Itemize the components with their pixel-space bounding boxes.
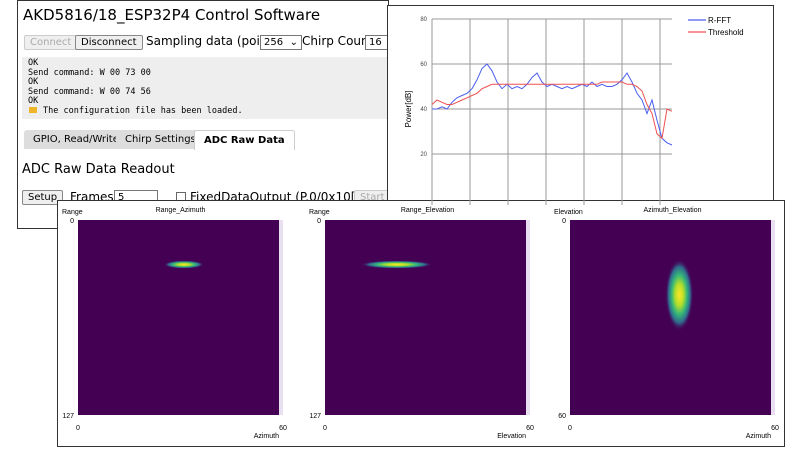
- dropdown-arrow: ⌄: [289, 37, 298, 48]
- x-axis-label: Azimuth: [254, 433, 279, 440]
- heatmap-edge: [526, 220, 530, 415]
- y-tick-label: 80: [420, 17, 427, 23]
- y-tick-label: 127: [309, 413, 321, 420]
- legend-label: R-FFT: [708, 16, 731, 25]
- log-line: Send command: W 00 74 56: [28, 86, 382, 98]
- y-axis-label: Power[dB]: [404, 91, 413, 128]
- hotspot: [360, 260, 433, 269]
- log-line: OK: [28, 77, 382, 88]
- sampling-value: 256: [264, 37, 284, 48]
- control-window: AKD5816/18_ESP32P4 Control Software Conn…: [17, 0, 389, 229]
- x-axis-label: Elevation: [497, 433, 526, 440]
- setup-button[interactable]: Setup: [22, 190, 64, 205]
- sampling-label: Sampling data (point):: [146, 34, 281, 48]
- log-text: OK: [28, 96, 39, 107]
- tab[interactable]: Chirp Settings: [116, 130, 205, 149]
- log-text: The configuration file has been loaded.: [43, 105, 243, 116]
- y-axis-label: Range: [309, 209, 330, 216]
- y-axis-label: Elevation: [554, 209, 583, 216]
- log-line: OK: [28, 97, 382, 107]
- hotspot: [163, 260, 204, 269]
- heatmap-background: [325, 220, 530, 415]
- folder-icon: [29, 106, 37, 113]
- x-tick-label: 0: [76, 425, 80, 432]
- disconnect-button[interactable]: Disconnect: [75, 35, 143, 50]
- y-tick-label: 0: [317, 218, 321, 225]
- log-text: Send command: W 00 74 56: [28, 86, 151, 97]
- log-area: OK Send command: W 00 73 00 OK Send command…: [22, 57, 388, 119]
- x-tick-label: 60: [771, 425, 779, 432]
- hotspot: [665, 258, 694, 331]
- window-title: AKD5816/18_ESP32P4 Control Software: [23, 6, 321, 24]
- heatmap-background: [78, 220, 283, 415]
- heatmap-title: Azimuth_Elevation: [644, 207, 702, 214]
- chirp-label: Chirp Count:: [302, 34, 378, 48]
- x-tick-label: 0: [323, 425, 327, 432]
- log-line: The configuration file has been loaded.: [28, 105, 382, 117]
- chirp-input[interactable]: 16: [365, 35, 388, 50]
- sampling-select[interactable]: 256 ⌄: [260, 35, 302, 50]
- x-tick-label: 60: [526, 425, 534, 432]
- log-text: OK: [28, 77, 39, 88]
- y-tick-label: 127: [62, 413, 74, 420]
- log-text: OK: [28, 58, 39, 68]
- heatmap-edge: [771, 220, 775, 415]
- y-tick-label: 60: [558, 413, 566, 420]
- data-line: [431, 81, 673, 140]
- log-text: Send command: W 00 73 00: [28, 67, 151, 78]
- y-tick-label: 0: [70, 218, 74, 225]
- heatmap-title: Range_Elevation: [401, 207, 454, 214]
- x-tick-label: 60: [279, 425, 287, 432]
- chart-window: [387, 5, 774, 206]
- tab[interactable]: GPIO, Read/Write: [24, 130, 128, 149]
- tab-active[interactable]: ADC Raw Data: [194, 130, 295, 150]
- y-tick-label: 40: [420, 107, 427, 113]
- log-line: OK: [28, 58, 382, 69]
- log-line: Send command: W 00 73 00: [28, 67, 382, 79]
- x-axis-label: Azimuth: [746, 433, 771, 440]
- y-tick-label: 20: [420, 152, 427, 158]
- legend-label: Threshold: [708, 28, 744, 37]
- x-tick-label: 0: [568, 425, 572, 432]
- heatmap-title: Range_Azimuth: [156, 207, 206, 214]
- connect-button[interactable]: Connect: [24, 35, 78, 50]
- y-axis-label: Range: [62, 209, 83, 216]
- y-tick-label: 60: [420, 62, 427, 68]
- heatmap-edge: [279, 220, 283, 415]
- y-tick-label: 0: [562, 218, 566, 225]
- section-title: ADC Raw Data Readout: [22, 162, 175, 177]
